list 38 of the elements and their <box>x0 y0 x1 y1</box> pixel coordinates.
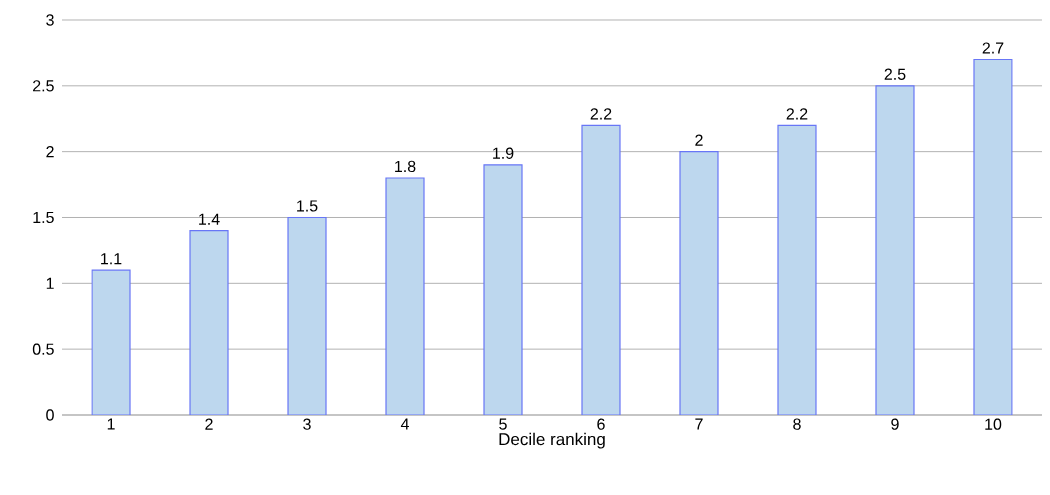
y-tick-label: 1.5 <box>33 211 54 224</box>
x-tick-label: 9 <box>891 418 899 430</box>
data-label: 2 <box>695 134 703 146</box>
y-tick-label: 2 <box>46 146 54 158</box>
data-label: 1.4 <box>199 213 220 225</box>
data-label: 1.5 <box>297 200 318 212</box>
bar <box>777 124 817 415</box>
bar <box>189 230 229 415</box>
x-tick-label: 6 <box>597 418 605 430</box>
bar <box>679 151 719 415</box>
bar <box>287 216 327 415</box>
bar <box>483 164 523 415</box>
bar <box>385 177 425 415</box>
bar <box>875 85 915 415</box>
data-label: 1.8 <box>395 160 416 173</box>
x-tick-label: 4 <box>400 418 409 430</box>
data-label: 2.5 <box>884 68 906 80</box>
x-axis-title: Decile ranking <box>499 432 605 449</box>
y-tick-label: 0.5 <box>32 343 54 355</box>
y-tick-label: 3 <box>46 14 54 26</box>
x-tick-label: 8 <box>793 418 801 430</box>
x-tick-label: 3 <box>303 418 311 430</box>
data-label: 2.7 <box>982 42 1004 54</box>
bar <box>973 58 1013 415</box>
x-tick-label: 10 <box>985 418 1002 430</box>
data-label: 2.2 <box>590 108 612 120</box>
y-tick-label: 2.5 <box>33 80 54 92</box>
data-label: 1.1 <box>101 253 122 265</box>
x-tick-label: 7 <box>695 418 703 430</box>
x-tick-label: 5 <box>499 418 507 430</box>
data-label: 2.2 <box>786 108 808 120</box>
bar <box>91 269 131 415</box>
x-tick-label: 1 <box>107 418 115 430</box>
x-tick-label: 2 <box>205 418 213 430</box>
data-label: 1.9 <box>493 147 514 159</box>
y-tick-label: 0 <box>46 409 54 421</box>
y-tick-label: 1 <box>46 277 54 289</box>
bar <box>581 124 621 415</box>
